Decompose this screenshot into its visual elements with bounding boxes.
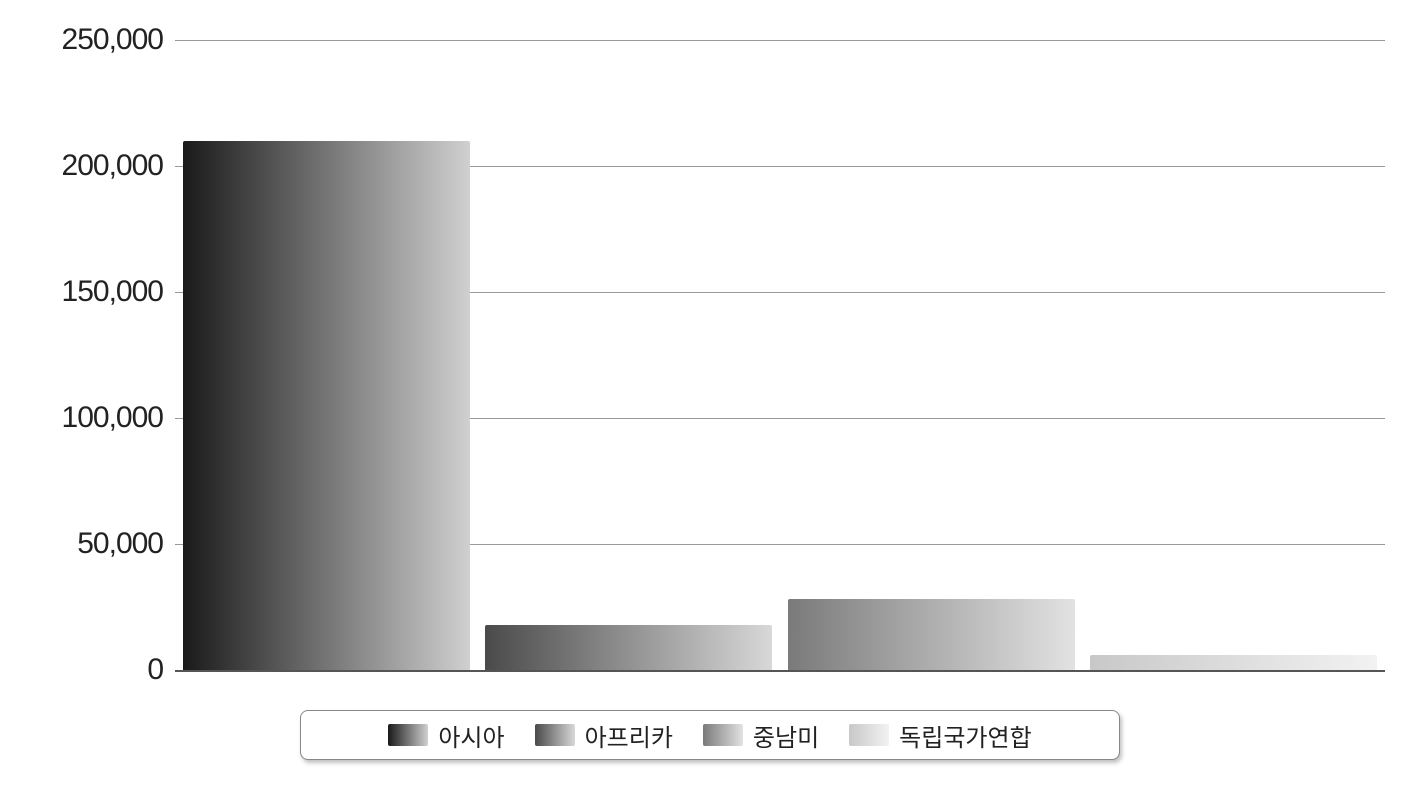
- bars-group: [175, 40, 1385, 670]
- y-axis-label-4: 200,000: [62, 149, 163, 183]
- legend-item-asia: 아시아: [388, 718, 504, 753]
- bar-asia: [183, 141, 470, 670]
- bar-chart: 0 50,000 100,000 150,000 200,000 250,000…: [0, 0, 1418, 803]
- legend-item-africa: 아프리카: [535, 718, 673, 753]
- legend-label: 독립국가연합: [899, 718, 1031, 753]
- bar-latam: [788, 599, 1075, 670]
- legend-item-latam: 중남미: [703, 718, 819, 753]
- y-axis-label-5: 250,000: [62, 23, 163, 57]
- plot-area: [175, 40, 1385, 670]
- legend-swatch-icon: [849, 724, 889, 746]
- y-axis-label-0: 0: [147, 653, 163, 687]
- y-axis-label-3: 150,000: [62, 275, 163, 309]
- legend-swatch-icon: [703, 724, 743, 746]
- legend-item-cis: 독립국가연합: [849, 718, 1031, 753]
- y-axis-label-1: 50,000: [77, 527, 163, 561]
- legend-swatch-icon: [535, 724, 575, 746]
- bar-africa: [485, 625, 772, 670]
- bar-cis: [1090, 655, 1377, 670]
- legend-label: 중남미: [753, 718, 819, 753]
- legend-label: 아시아: [438, 718, 504, 753]
- y-axis-label-2: 100,000: [62, 401, 163, 435]
- legend-label: 아프리카: [585, 718, 673, 753]
- legend-swatch-icon: [388, 724, 428, 746]
- x-axis-baseline: [175, 670, 1385, 672]
- legend: 아시아 아프리카 중남미 독립국가연합: [300, 710, 1120, 760]
